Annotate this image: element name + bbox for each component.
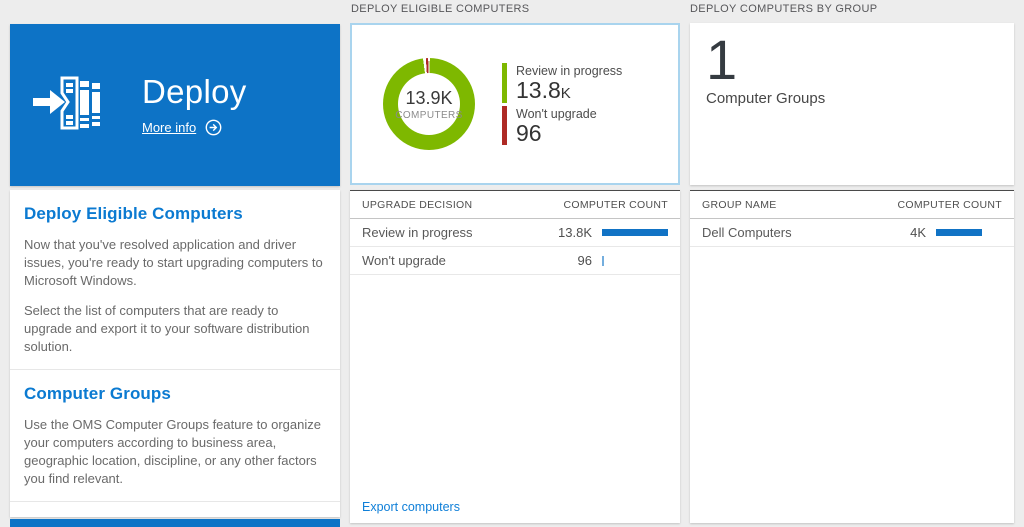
grid-row-review-in-progress[interactable]: Review in progress 13.8K [350,219,680,247]
group-count-value: 1 [706,28,738,91]
grid-row-dell-computers[interactable]: Dell Computers 4K [690,219,1014,247]
deploy-books-arrow-icon [32,75,100,136]
groups-column-header: DEPLOY COMPUTERS BY GROUP [690,3,878,15]
export-computers-link[interactable]: Export computers [362,500,460,514]
section-heading: Deploy Eligible Computers [24,204,243,223]
section-paragraph: Now that you've resolved application and… [24,237,323,288]
arrow-circle-icon[interactable] [205,119,222,136]
group-count-label: Computer Groups [706,89,826,107]
row-label: Dell Computers [702,225,792,240]
eligible-column-header: DEPLOY ELIGIBLE COMPUTERS [351,3,530,15]
eligible-donut-card[interactable]: 13.9K COMPUTERS Review in progress 13.8K… [350,23,680,185]
next-tile-peek[interactable] [10,519,340,527]
donut-center-label: COMPUTERS [395,109,463,121]
section-paragraph: Select the list of computers that are re… [24,303,310,354]
column-header-group-name: GROUP NAME [702,199,777,211]
legend-color-green [502,62,507,103]
grid-header-row: GROUP NAME COMPUTER COUNT [690,191,1014,219]
count-bar [602,255,604,266]
row-label: Review in progress [362,225,473,240]
legend-item-wont-upgrade[interactable]: Won't upgrade 96 [502,105,622,146]
row-value: 96 [577,253,592,268]
donut-center-value: 13.9K [405,87,453,108]
section-paragraph: Use the OMS Computer Groups feature to o… [24,417,321,486]
column-header-computer-count: COMPUTER COUNT [897,199,1002,211]
legend-color-red [502,105,507,146]
column-header-computer-count: COMPUTER COUNT [563,199,668,211]
section-deploy-eligible-computers: Deploy Eligible Computers Now that you'v… [10,190,340,370]
grid-header-row: UPGRADE DECISION COMPUTER COUNT [350,191,680,219]
section-heading: Computer Groups [24,384,171,403]
row-value: 13.8K [558,225,592,240]
legend-item-review-in-progress[interactable]: Review in progress 13.8K [502,62,623,104]
eligible-donut-chart[interactable]: 13.9K COMPUTERS [383,58,475,150]
legend-label: Review in progress [516,63,623,78]
grid-row-wont-upgrade[interactable]: Won't upgrade 96 [350,247,680,275]
tile-title: Deploy [142,72,247,110]
row-value: 4K [910,225,926,240]
row-label: Won't upgrade [362,253,446,268]
count-bar [936,229,982,236]
section-computer-groups: Computer Groups Use the OMS Computer Gro… [10,370,340,502]
donut-legend: Review in progress 13.8K Won't upgrade 9… [502,62,623,146]
column-header-upgrade-decision: UPGRADE DECISION [362,199,473,211]
more-info-link[interactable]: More info [142,120,197,136]
legend-value: 96 [516,119,542,146]
upgrade-decision-grid: UPGRADE DECISION COMPUTER COUNT Review i… [350,190,680,523]
count-bar [602,229,668,236]
legend-label: Won't upgrade [516,106,597,121]
deploy-tile[interactable]: Deploy More info [10,24,340,186]
group-grid: GROUP NAME COMPUTER COUNT Dell Computers… [690,190,1014,523]
description-panel: Deploy Eligible Computers Now that you'v… [10,190,340,517]
legend-value: 13.8K [516,77,571,104]
computer-groups-summary-card[interactable]: 1 Computer Groups [690,23,1014,185]
